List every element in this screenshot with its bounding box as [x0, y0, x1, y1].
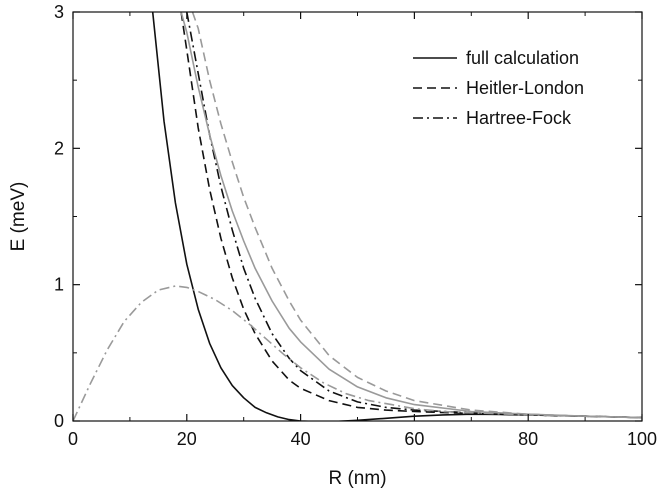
y-axis-label: E (meV) [8, 182, 29, 252]
x-tick-label: 20 [177, 429, 197, 449]
series-layer [73, 12, 642, 422]
y-tick-label: 0 [54, 411, 64, 431]
series-line-3 [187, 12, 642, 418]
y-tick-label: 2 [54, 138, 64, 158]
tick-layer: 0 20 40 60 80 100 0 1 2 3 [54, 2, 657, 449]
y-tick-label: 1 [54, 275, 64, 295]
legend-label: full calculation [466, 48, 579, 68]
x-axis-label: R (nm) [328, 468, 386, 489]
legend-label: Hartree-Fock [466, 108, 572, 128]
x-tick-label: 0 [68, 429, 78, 449]
x-tick-label: 80 [518, 429, 538, 449]
x-tick-label: 40 [291, 429, 311, 449]
series-line-6 [73, 286, 642, 421]
y-tick-label: 3 [54, 2, 64, 22]
legend-label: Heitler-London [466, 78, 584, 98]
x-tick-label: 100 [627, 429, 657, 449]
legend: full calculation Heitler-London Hartree-Fo… [413, 48, 584, 128]
series-line-5 [193, 12, 643, 418]
x-tick-label: 60 [404, 429, 424, 449]
series-line-1 [153, 12, 642, 422]
